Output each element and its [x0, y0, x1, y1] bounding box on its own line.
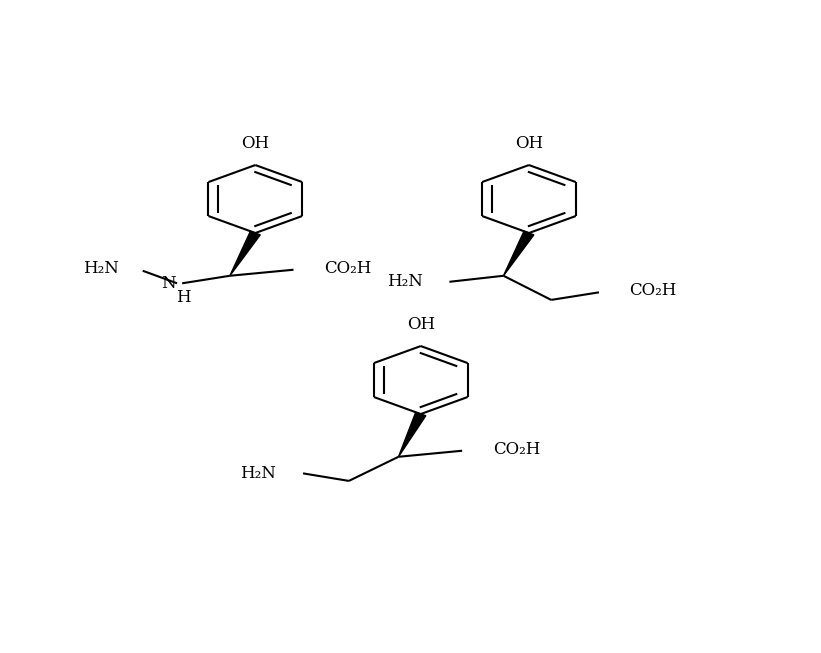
Polygon shape — [398, 413, 426, 457]
Text: H: H — [177, 289, 190, 306]
Text: CO₂H: CO₂H — [324, 260, 371, 277]
Polygon shape — [230, 231, 260, 276]
Text: H₂N: H₂N — [241, 465, 277, 482]
Text: N: N — [161, 275, 176, 292]
Polygon shape — [503, 231, 534, 276]
Text: CO₂H: CO₂H — [630, 282, 677, 299]
Text: OH: OH — [241, 135, 269, 152]
Text: H₂N: H₂N — [387, 274, 423, 291]
Text: OH: OH — [406, 317, 435, 334]
Text: CO₂H: CO₂H — [493, 441, 540, 458]
Text: H₂N: H₂N — [83, 260, 118, 277]
Text: OH: OH — [515, 135, 543, 152]
